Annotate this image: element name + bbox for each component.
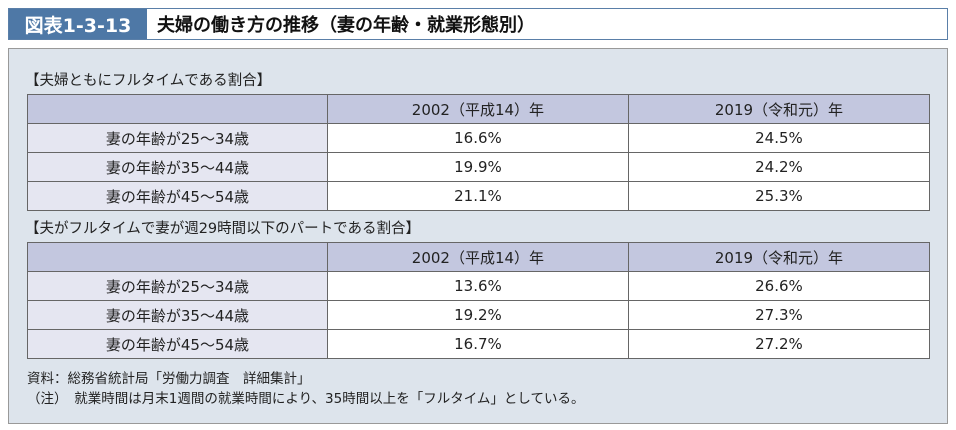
fulltime-table: 2002（平成14）年 2019（令和元）年 妻の年齢が25～34歳 16.6% 24…: [27, 94, 931, 211]
footnote: （注） 就業時間は月末1週間の就業時間により、35時間以上を「フルタイム」として…: [27, 391, 585, 407]
cell: 27.3%: [627, 300, 931, 330]
title-bar: 図表1-3-13 夫婦の働き方の推移（妻の年齢・就業形態別）: [8, 8, 948, 40]
cell: 19.9%: [326, 152, 629, 182]
cell: 26.6%: [627, 271, 931, 301]
figure-title: 夫婦の働き方の推移（妻の年齢・就業形態別）: [157, 15, 535, 36]
row-label: 妻の年齢が45～54歳: [27, 181, 328, 211]
cell: 25.3%: [627, 181, 931, 211]
cell: 16.7%: [326, 329, 629, 359]
cell: 19.2%: [326, 300, 629, 330]
table-row: 妻の年齢が35～44歳 19.9% 24.2%: [27, 152, 931, 182]
header-cell: 2002（平成14）年: [326, 242, 629, 272]
cell: 16.6%: [326, 123, 629, 153]
row-label: 妻の年齢が35～44歳: [27, 300, 328, 330]
row-label: 妻の年齢が25～34歳: [27, 271, 328, 301]
source-note: 資料：総務省統計局「労働力調査 詳細集計」: [27, 371, 311, 387]
cell: 24.5%: [627, 123, 931, 153]
row-label: 妻の年齢が45～54歳: [27, 329, 328, 359]
cell: 21.1%: [326, 181, 629, 211]
table-row: 妻の年齢が25～34歳 13.6% 26.6%: [27, 271, 931, 301]
section-title: 【夫がフルタイムで妻が週29時間以下のパートである割合】: [25, 221, 421, 237]
figure-number: 図表1-3-13: [9, 9, 147, 39]
header-cell: 2019（令和元）年: [627, 94, 931, 124]
cell: 27.2%: [627, 329, 931, 359]
header-cell: 2002（平成14）年: [326, 94, 629, 124]
content-panel: 【夫婦ともにフルタイムである割合】 2002（平成14）年 2019（令和元）年 …: [8, 48, 948, 424]
section-title: 【夫婦ともにフルタイムである割合】: [25, 73, 272, 89]
cell: 13.6%: [326, 271, 629, 301]
header-cell: 2019（令和元）年: [627, 242, 931, 272]
table-header-row: 2002（平成14）年 2019（令和元）年: [27, 242, 931, 272]
row-label: 妻の年齢が25～34歳: [27, 123, 328, 153]
table-row: 妻の年齢が25～34歳 16.6% 24.5%: [27, 123, 931, 153]
table-row: 妻の年齢が35～44歳 19.2% 27.3%: [27, 300, 931, 330]
table-row: 妻の年齢が45～54歳 16.7% 27.2%: [27, 329, 931, 359]
header-cell: [27, 94, 328, 124]
cell: 24.2%: [627, 152, 931, 182]
header-cell: [27, 242, 328, 272]
parttime-table: 2002（平成14）年 2019（令和元）年 妻の年齢が25～34歳 13.6% 26…: [27, 242, 931, 359]
row-label: 妻の年齢が35～44歳: [27, 152, 328, 182]
table-row: 妻の年齢が45～54歳 21.1% 25.3%: [27, 181, 931, 211]
table-header-row: 2002（平成14）年 2019（令和元）年: [27, 94, 931, 124]
